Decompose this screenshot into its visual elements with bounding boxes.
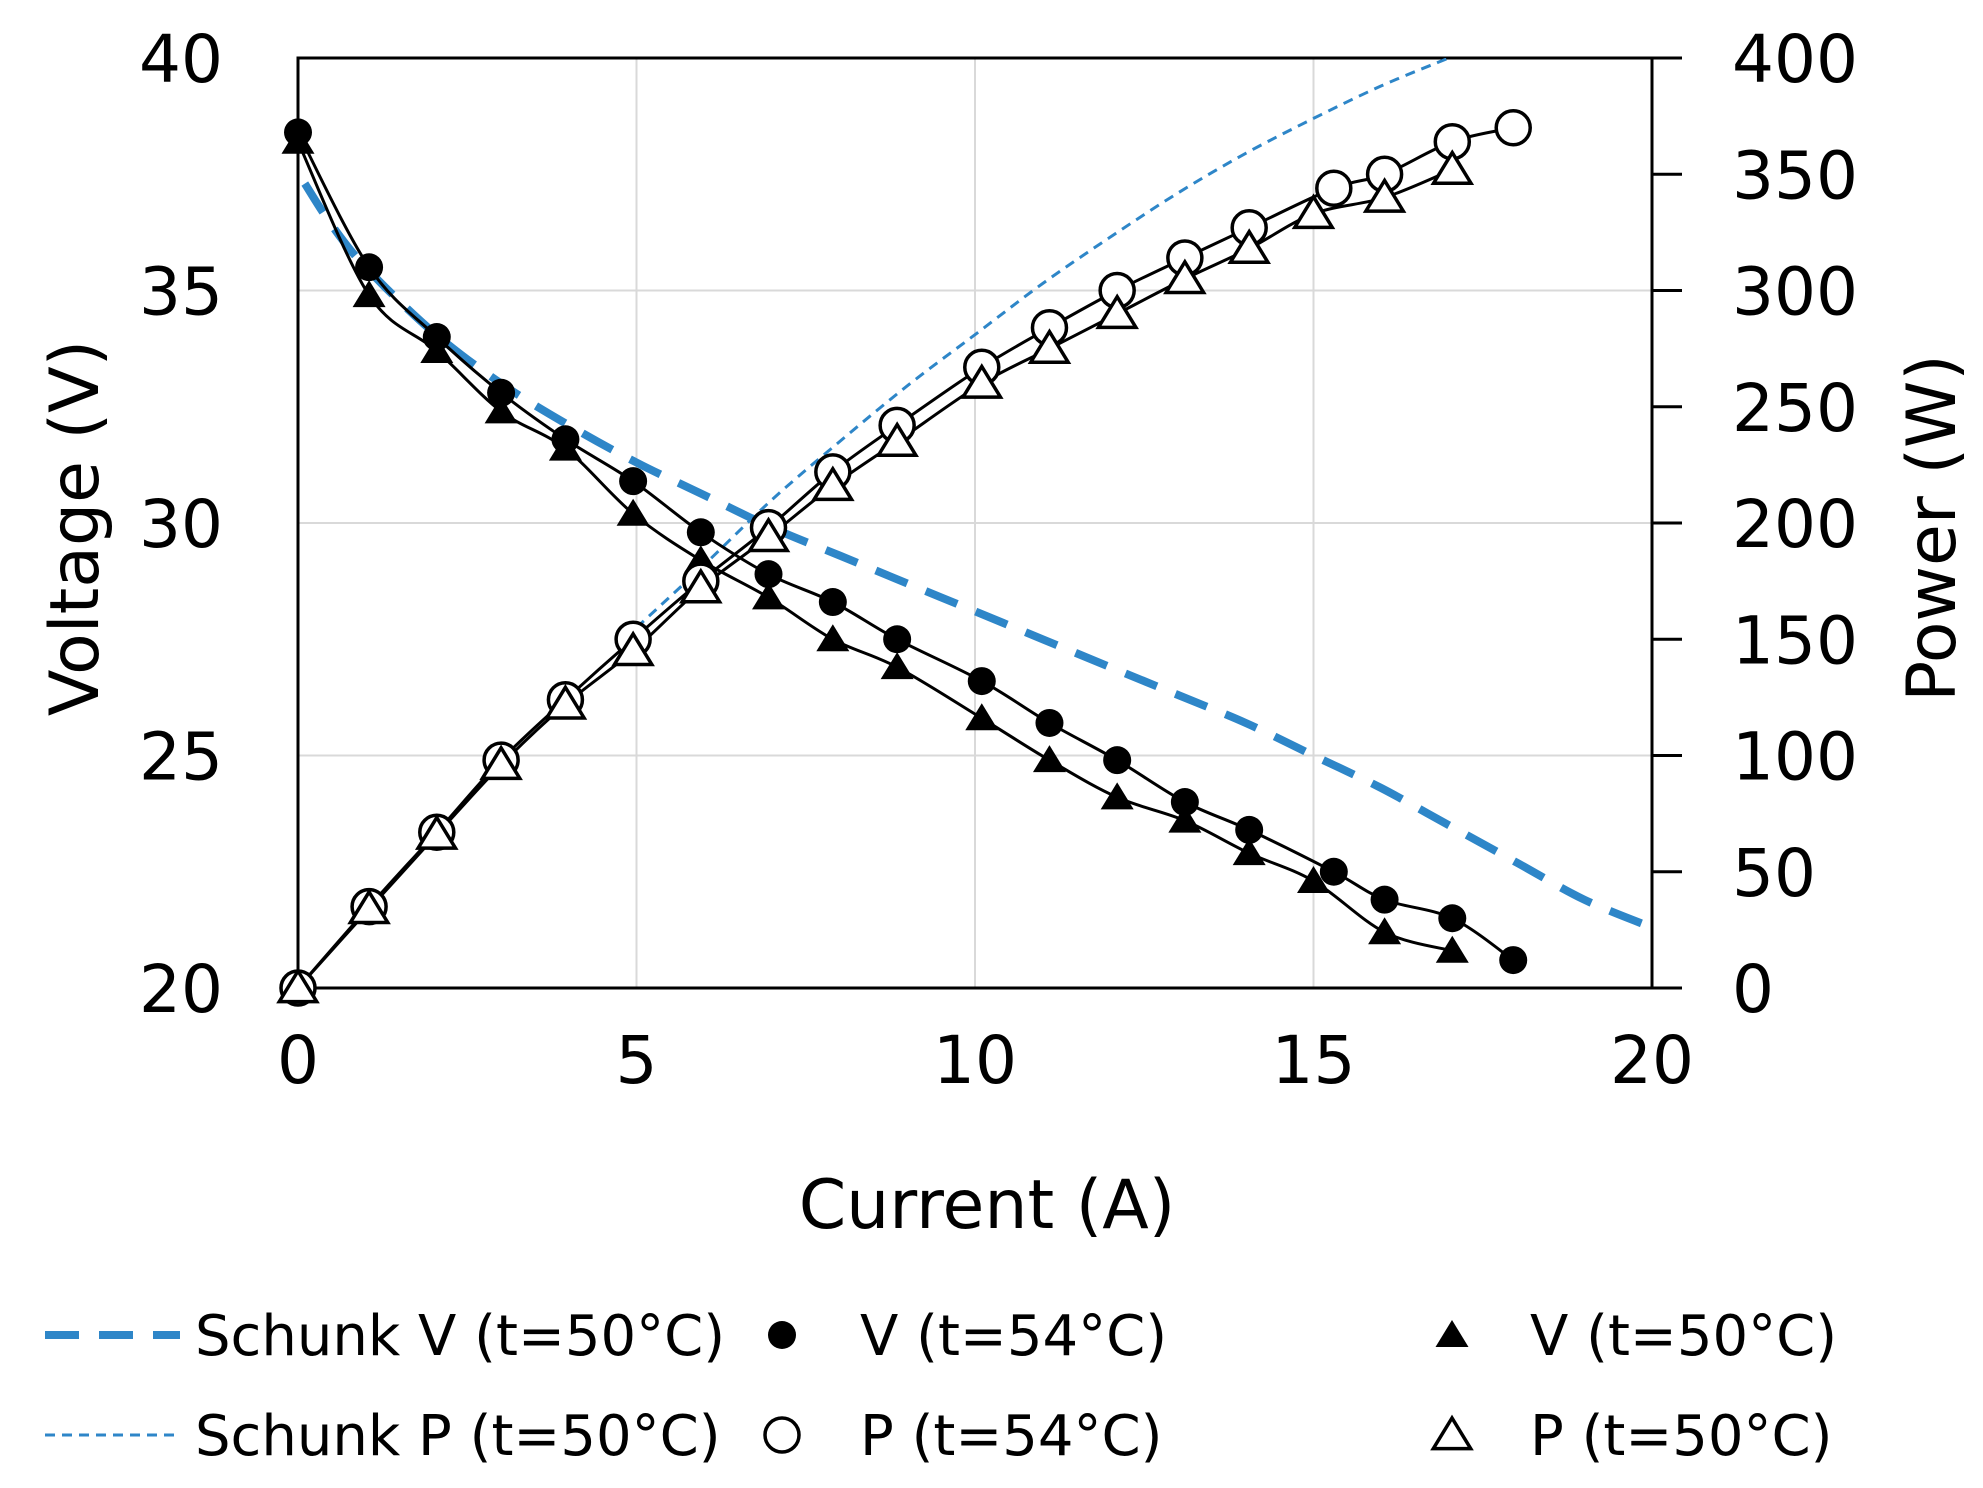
series-v-t-54-c-point — [487, 378, 516, 407]
tick-labels: 0 5 10 15 2020253035400501001502002503003504… — [139, 21, 1858, 1099]
series-p-t-50-c-point — [1163, 258, 1207, 295]
x-tick-label: 15 — [1272, 1022, 1356, 1099]
series-v-t-54-c-point — [355, 253, 384, 282]
y-right-tick-label: 50 — [1732, 835, 1816, 912]
axis-ticks — [1652, 56, 1682, 990]
series-v-t-50-c-point — [484, 396, 518, 424]
x-axis-title: Current (A) — [799, 1166, 1176, 1245]
series-v-t-50-c-point — [548, 433, 582, 461]
y-left-tick-label: 30 — [139, 486, 223, 563]
x-tick-label: 5 — [616, 1022, 658, 1099]
x-tick-label: 20 — [1610, 1022, 1694, 1099]
legend: Schunk V (t=50°C) V (t=54°C) V (t=50°C) Sch… — [45, 1304, 1837, 1469]
legend-v-t-50-c-swatch — [1435, 1320, 1469, 1347]
series-v-t-50-c-point — [1297, 866, 1330, 894]
series-p-t-50-c-point — [811, 465, 855, 502]
series-schunk-v-t-50-c-line — [301, 181, 1652, 932]
series-p-t-50-c-point — [414, 814, 459, 850]
series-v-t-50-c-point — [352, 280, 386, 308]
series-v-t-50-c-point — [281, 126, 315, 154]
series-v-t-50-c-point — [1368, 917, 1402, 945]
series-p-t-50-c-point — [276, 967, 320, 1004]
series-p-t-50-c-point — [959, 363, 1004, 399]
series-v-t-54-c-point — [967, 667, 996, 696]
series-p-t-50-c-point — [1291, 193, 1336, 230]
series-p-t-50-c-point — [1227, 228, 1272, 264]
series-v-t-54-c-point — [883, 625, 912, 654]
series-v-t-50-c-fit-line — [298, 141, 1453, 953]
series-v-t-54-c-point — [1499, 946, 1528, 975]
series-v-t-54-c-point — [754, 560, 783, 589]
series-v-t-50-c-point — [1032, 745, 1066, 773]
y-axis-right-title: Power (W) — [1893, 354, 1972, 702]
series-v-t-54-c-point — [1170, 788, 1199, 816]
series-markers — [276, 109, 1532, 1007]
legend-schunk-p-t-50-c-label: Schunk P (t=50°C) — [195, 1404, 721, 1469]
series-p-t-54-c-point — [1315, 169, 1353, 207]
y-left-tick-label: 25 — [139, 719, 223, 796]
y-left-tick-label: 40 — [139, 21, 223, 98]
y-right-tick-label: 0 — [1732, 951, 1774, 1028]
y-right-tick-label: 300 — [1732, 254, 1858, 331]
series-p-t-50-c-point — [875, 421, 919, 457]
series-v-t-54-c-point — [818, 588, 847, 617]
series-p-t-50-c-point — [347, 888, 391, 925]
y-right-tick-label: 150 — [1732, 602, 1858, 679]
series-v-t-50-c-point — [420, 335, 454, 363]
legend-p-t-50-c-label: P (t=50°C) — [1530, 1404, 1833, 1469]
series-v-t-50-c-point — [1232, 838, 1266, 866]
series-p-t-50-c-point — [1027, 328, 1072, 364]
grid-lines — [298, 58, 1652, 988]
series-v-t-50-c-point — [616, 498, 650, 526]
legend-schunk-v-t-50-c-label: Schunk V (t=50°C) — [195, 1304, 725, 1369]
series-p-t-50-c-point — [1430, 149, 1475, 185]
series-v-t-50-c-point — [1168, 805, 1202, 833]
series-v-t-54-c-point — [686, 518, 715, 547]
x-tick-label: 0 — [277, 1022, 319, 1099]
series-p-t-50-c-point — [543, 683, 588, 720]
series-v-t-50-c-point — [880, 652, 914, 680]
series-v-t-50-c-point — [1100, 782, 1134, 810]
series-v-t-54-c-point — [1319, 857, 1348, 886]
series-v-t-54-c-point — [1370, 885, 1399, 914]
series-p-t-50-c-point — [479, 744, 523, 781]
y-right-tick-label: 200 — [1732, 486, 1858, 563]
legend-p-t-54-c-swatch — [763, 1416, 801, 1454]
series-v-t-54-c-point — [1235, 815, 1264, 844]
y-left-tick-label: 35 — [139, 254, 223, 331]
legend-v-t-54-c-label: V (t=54°C) — [860, 1304, 1167, 1369]
series-v-t-50-c-point — [816, 624, 850, 652]
y-right-tick-label: 250 — [1732, 370, 1858, 447]
series-v-t-54-c-fit-line — [298, 131, 1515, 962]
series-v-t-50-c-point — [752, 582, 786, 610]
y-right-tick-label: 350 — [1732, 137, 1858, 214]
x-tick-label: 10 — [933, 1022, 1017, 1099]
series-p-t-50-c-point — [678, 567, 723, 604]
y-left-tick-label: 20 — [139, 951, 223, 1028]
series-v-t-50-c-point — [1435, 935, 1469, 963]
legend-p-t-54-c-label: P (t=54°C) — [860, 1404, 1163, 1469]
series-v-t-54-c-point — [619, 467, 648, 496]
series-p-t-50-c-point — [746, 516, 791, 553]
legend-v-t-50-c-label: V (t=50°C) — [1530, 1304, 1837, 1369]
y-right-tick-label: 400 — [1732, 21, 1858, 98]
series-p-t-54-c-point — [1494, 109, 1532, 147]
series-v-t-54-c-point — [1438, 904, 1467, 933]
series-v-t-54-c-point — [1035, 708, 1064, 737]
series-p-t-50-c-point — [1095, 293, 1139, 330]
series-v-t-54-c-point — [1103, 746, 1132, 775]
y-right-tick-label: 100 — [1732, 719, 1858, 796]
legend-v-t-54-c-swatch — [768, 1321, 796, 1349]
series-v-t-50-c-point — [965, 703, 999, 731]
y-axis-left-title: Voltage (V) — [36, 340, 115, 716]
series-p-t-50-c-point — [1362, 177, 1407, 213]
series-p-t-50-c-point — [611, 630, 655, 667]
legend-p-t-50-c-swatch — [1430, 1414, 1474, 1451]
